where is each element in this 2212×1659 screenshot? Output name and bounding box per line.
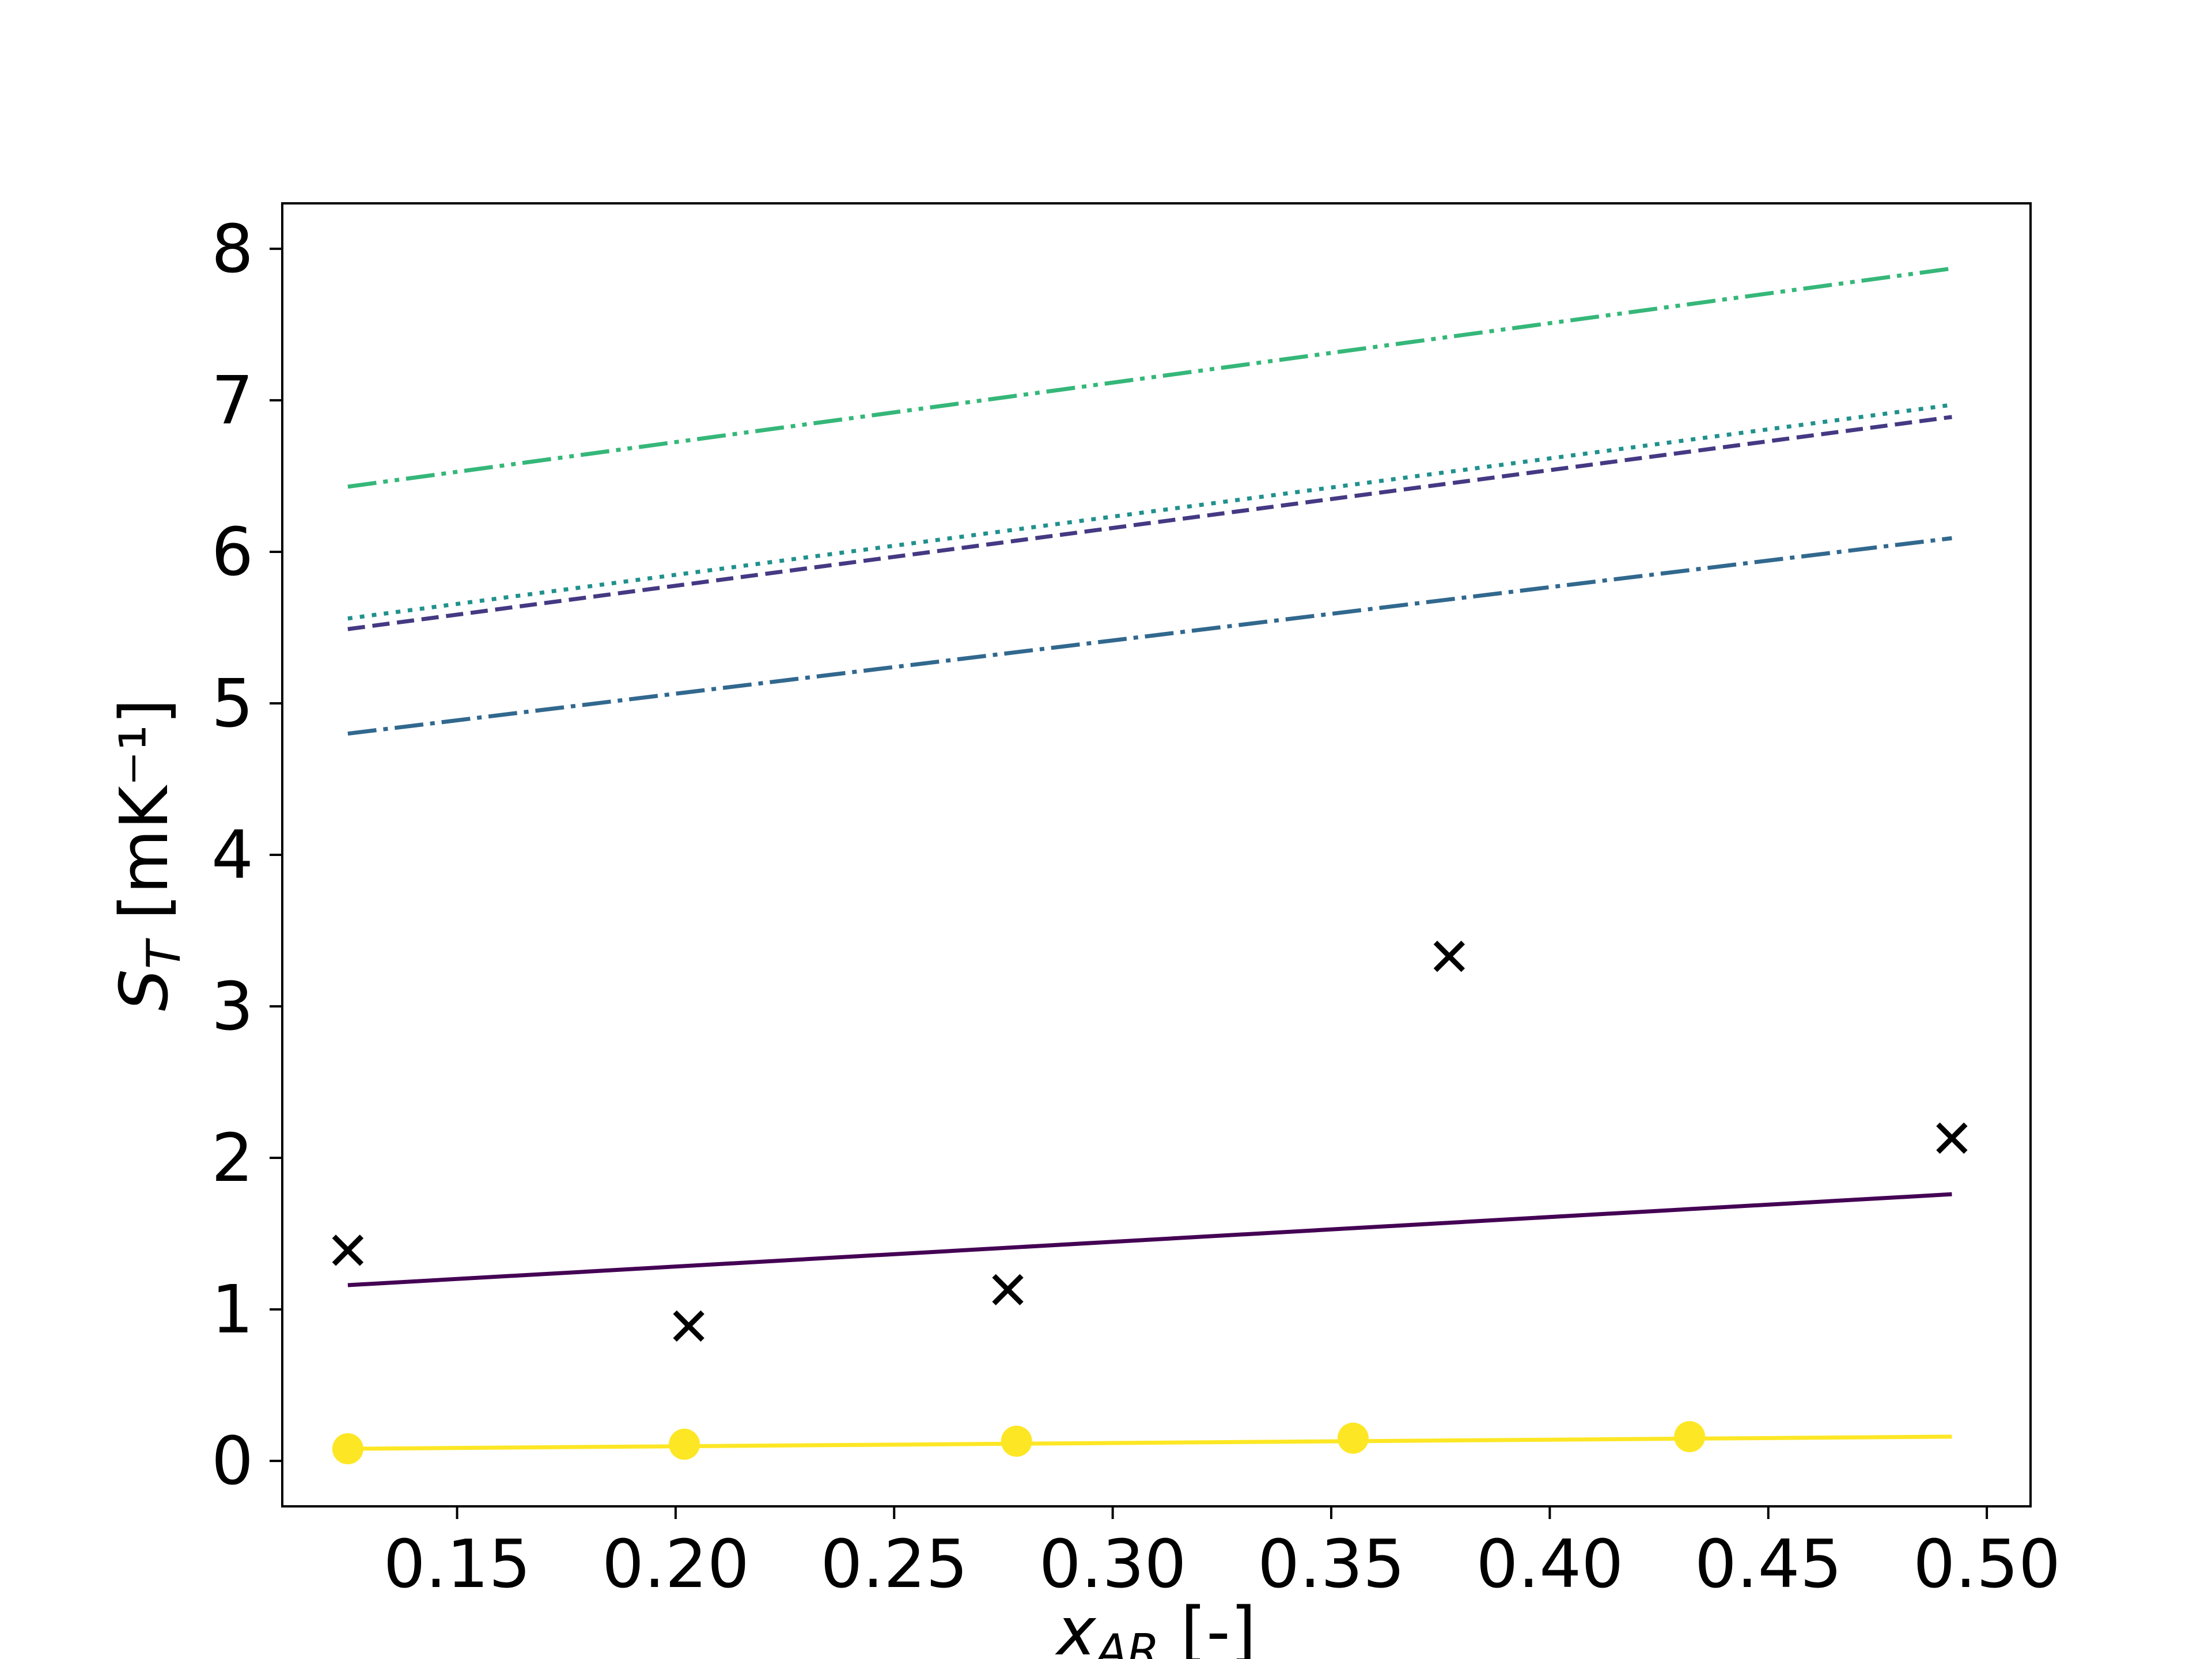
series-line-1 — [347, 1192, 1952, 1287]
x-axis-symbol: x — [1055, 1593, 1097, 1659]
axis-ticks: 0.15 0.20 0.25 0.30 0.35 0.40 0.45 0.50 0 1 2 3 4 5 6 7… — [211, 211, 2061, 1603]
scatter-x-stroke — [332, 1234, 363, 1266]
series-line-2 — [347, 415, 1952, 631]
y-axis-unit: [mK⁻¹] — [106, 699, 183, 941]
y-axis-label: ST [mK⁻¹] — [106, 699, 191, 1011]
y-tick-label: 3 — [211, 968, 253, 1046]
x-tick-label: 0.20 — [602, 1526, 749, 1603]
scatter-point — [673, 1310, 704, 1342]
y-tick-label: 5 — [211, 665, 253, 743]
y-tick-label: 2 — [211, 1120, 253, 1197]
x-tick-label: 0.30 — [1039, 1526, 1187, 1603]
scatter-x-stroke — [1433, 941, 1465, 972]
series-marker — [1001, 1425, 1032, 1457]
scatter-point — [992, 1274, 1024, 1306]
scatter-x-stroke — [673, 1310, 704, 1342]
data-marks — [332, 266, 1968, 1465]
x-tick-label: 0.40 — [1476, 1526, 1623, 1603]
x-tick-label: 0.35 — [1257, 1526, 1405, 1603]
x-axis-label: xAR [-] — [1055, 1593, 1256, 1659]
x-tick-label: 0.45 — [1695, 1526, 1842, 1603]
series-line-4 — [347, 403, 1952, 621]
series-marker — [1337, 1422, 1369, 1454]
x-axis-unit: [-] — [1160, 1593, 1256, 1659]
series-line-3 — [347, 536, 1952, 736]
scatter-x-stroke — [992, 1274, 1024, 1306]
series-marker — [1674, 1421, 1706, 1453]
scatter-point — [1936, 1122, 1968, 1154]
series-marker — [332, 1433, 363, 1465]
series-marker — [669, 1429, 700, 1460]
scatter-point — [332, 1234, 363, 1266]
scatter-point — [1433, 941, 1465, 972]
y-tick-label: 4 — [211, 817, 253, 894]
y-tick-label: 6 — [211, 514, 253, 591]
x-axis-subscript: AR — [1093, 1624, 1159, 1659]
x-tick-label: 0.15 — [383, 1526, 531, 1603]
x-tick-label: 0.50 — [1913, 1526, 2061, 1603]
y-tick-label: 1 — [211, 1271, 253, 1349]
y-axis-symbol: S — [106, 969, 183, 1011]
y-tick-label: 0 — [211, 1423, 253, 1500]
scatter-x-stroke — [1936, 1122, 1968, 1154]
y-tick-label: 7 — [211, 362, 253, 440]
y-axis-subscript: T — [137, 937, 191, 969]
x-tick-label: 0.25 — [820, 1526, 968, 1603]
y-tick-label: 8 — [211, 211, 253, 288]
